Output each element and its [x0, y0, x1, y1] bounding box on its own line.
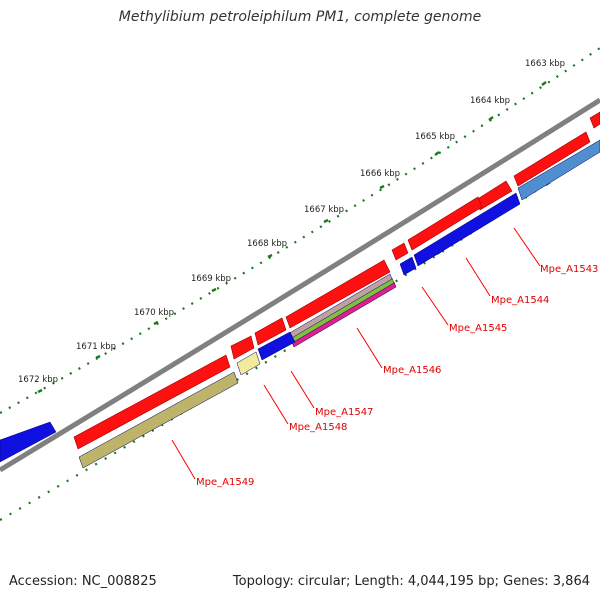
gene-Mpe_A1543[interactable] — [517, 139, 600, 201]
kbp-label: 1664 kbp — [470, 96, 510, 106]
gene-labels: Mpe_A1543 Mpe_A1544 Mpe_A1545 Mpe_A1546 … — [196, 264, 598, 488]
gene-Mpe_A1549[interactable] — [78, 371, 239, 469]
forward-strand — [73, 111, 600, 450]
gene-Mpe_A1547[interactable] — [236, 351, 261, 376]
reverse-strand — [0, 139, 600, 469]
gene-label: Mpe_A1545 — [449, 323, 507, 334]
gene-label: Mpe_A1549 — [196, 477, 254, 488]
kbp-label: 1665 kbp — [415, 132, 455, 142]
forward-cds[interactable] — [589, 111, 600, 129]
kbp-label: 1671 kbp — [76, 342, 116, 352]
forward-cds[interactable] — [407, 196, 483, 251]
kbp-label: 1669 kbp — [191, 274, 231, 284]
forward-cds[interactable] — [391, 242, 409, 261]
kbp-label: 1663 kbp — [525, 59, 565, 69]
map-title: Methylibium petroleiphilum PM1, complete… — [118, 9, 482, 25]
gene-label: Mpe_A1546 — [383, 365, 441, 376]
genome-summary-text: Topology: circular; Length: 4,044,195 bp… — [232, 574, 590, 589]
gene-label: Mpe_A1543 — [540, 264, 598, 275]
gene-Mpe_A1548[interactable] — [257, 331, 296, 361]
gene-Mpe_A1544[interactable] — [413, 192, 521, 267]
genome-backbone — [0, 97, 600, 473]
forward-cds[interactable] — [230, 335, 255, 360]
ruler-labels: 1663 kbp 1664 kbp 1665 kbp 1666 kbp 1667… — [18, 59, 565, 385]
reverse-cds[interactable] — [0, 421, 57, 463]
accession-text: Accession: NC_008825 — [9, 574, 157, 589]
gene-Mpe_A1545[interactable] — [399, 256, 417, 276]
kbp-label: 1668 kbp — [247, 239, 287, 249]
kbp-label: 1667 kbp — [304, 205, 344, 215]
gene-label: Mpe_A1544 — [491, 295, 549, 306]
forward-cds[interactable] — [254, 317, 287, 346]
forward-cds[interactable] — [285, 259, 391, 329]
gene-label: Mpe_A1547 — [315, 407, 373, 418]
forward-cds[interactable] — [513, 131, 591, 187]
gene-label: Mpe_A1548 — [289, 422, 347, 433]
kbp-label: 1670 kbp — [134, 308, 174, 318]
ruler-major-ticks — [37, 81, 547, 394]
kbp-label: 1666 kbp — [360, 169, 400, 179]
forward-cds[interactable] — [73, 354, 231, 450]
kbp-label: 1672 kbp — [18, 375, 58, 385]
label-connectors — [171, 227, 541, 480]
